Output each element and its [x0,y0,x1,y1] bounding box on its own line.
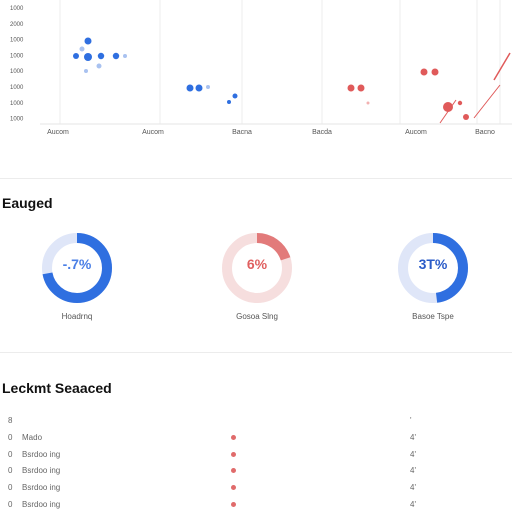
data-point[interactable] [443,102,453,112]
row-value: ' [410,416,412,425]
donut-arc [42,233,112,303]
status-dot [231,434,236,440]
trend-line [493,52,511,81]
data-point[interactable] [357,84,365,92]
y-tick-label: 1000 [10,6,24,12]
donut-chart-3 [398,233,468,303]
row-value: 4' [410,500,416,509]
table-row[interactable]: 0 Bsrdoo ing 4' [0,463,512,479]
table-row[interactable]: 0 Bsrdoo ing 4' [0,480,512,496]
data-point[interactable] [232,93,238,99]
data-point[interactable] [79,46,85,52]
row-value: 4' [410,483,416,493]
data-point[interactable] [112,52,120,60]
row-name: Bsrdoo ing [22,500,61,509]
y-tick-label: 1000 [10,53,24,59]
data-point[interactable] [186,84,194,92]
y-tick-label: 1000 [10,117,24,123]
donut-label: Basoe Tspe [412,312,454,321]
donut-card-3[interactable]: 3T% Basoe Tspe [383,230,483,321]
donut-arc [398,233,468,303]
row-index: 0 [8,432,13,442]
y-tick-label: 1000 [10,38,24,44]
table-row[interactable]: 0 Bsrdoo ing 4' [0,447,512,463]
data-point[interactable] [84,69,88,73]
donut-chart-1 [42,233,112,303]
data-point[interactable] [206,85,210,89]
data-point[interactable] [457,100,463,106]
row-index: 0 [8,500,13,509]
data-point[interactable] [431,68,439,76]
y-tick-label: 1000 [10,85,24,91]
row-index: 0 [8,466,13,476]
data-point[interactable] [463,114,469,120]
row-index: 8 [8,416,13,425]
x-tick-label: Bacna [232,129,252,136]
data-point[interactable] [195,84,203,92]
trend-line [439,99,457,124]
data-point[interactable] [366,101,370,105]
engaged-title: Eauged [2,195,53,211]
donut-arc [222,233,292,303]
x-tick-label: Aucom [405,129,427,136]
donut-chart-2 [222,233,292,303]
data-point[interactable] [123,54,127,58]
data-point[interactable] [73,53,79,59]
table-title: Leckmt Seaaced [2,380,112,396]
x-tick-label: Aucom [47,129,69,136]
donut-label: Gosoa Slng [236,312,278,321]
table-row[interactable]: 0 Mado 4' [0,430,512,446]
data-point[interactable] [96,63,102,69]
status-dot [231,468,236,474]
divider [0,352,512,353]
table-row[interactable]: 0 Bsrdoo ing 4' [0,497,512,513]
row-value: 4' [410,432,416,442]
status-dot [231,451,236,457]
data-point[interactable] [420,68,428,76]
donut-card-1[interactable]: -.7% Hoadrnq [27,230,127,321]
data-point[interactable] [84,37,92,45]
row-index: 0 [8,483,13,493]
row-name: Bsrdoo ing [22,483,61,493]
y-tick-label: 1000 [10,69,24,75]
data-point[interactable] [227,100,231,104]
x-tick-label: Aucom [142,129,164,136]
data-point[interactable] [97,52,105,60]
table-row[interactable]: 8 ' [0,413,512,429]
scatter-panel: 1000 2000 1000 1000 1000 1000 1000 1000 Aucom Au… [0,0,512,176]
trend-line [473,84,501,119]
donut-card-2[interactable]: 6% Gosoa Slng [207,230,307,321]
row-name: Bsrdoo ing [22,466,61,476]
donut-label: Hoadrnq [61,312,93,321]
donut-percent: 6% [246,256,268,272]
data-point[interactable] [84,53,92,61]
status-dot [231,485,236,491]
row-name: Mado [22,432,43,442]
status-dot [231,502,236,507]
divider [0,178,512,179]
row-value: 4' [410,449,416,459]
row-name: Bsrdoo ing [22,449,61,459]
donut-percent: 3T% [418,256,448,272]
scatter-chart: 1000 2000 1000 1000 1000 1000 1000 1000 Aucom Au… [10,0,512,136]
y-tick-label: 2000 [10,22,24,28]
y-tick-label: 1000 [10,101,24,107]
donut-percent: -.7% [62,256,92,272]
x-tick-label: Bacno [475,129,495,136]
data-point[interactable] [347,84,355,92]
x-tick-label: Bacda [312,129,332,136]
row-value: 4' [410,466,416,476]
row-index: 0 [8,449,13,459]
